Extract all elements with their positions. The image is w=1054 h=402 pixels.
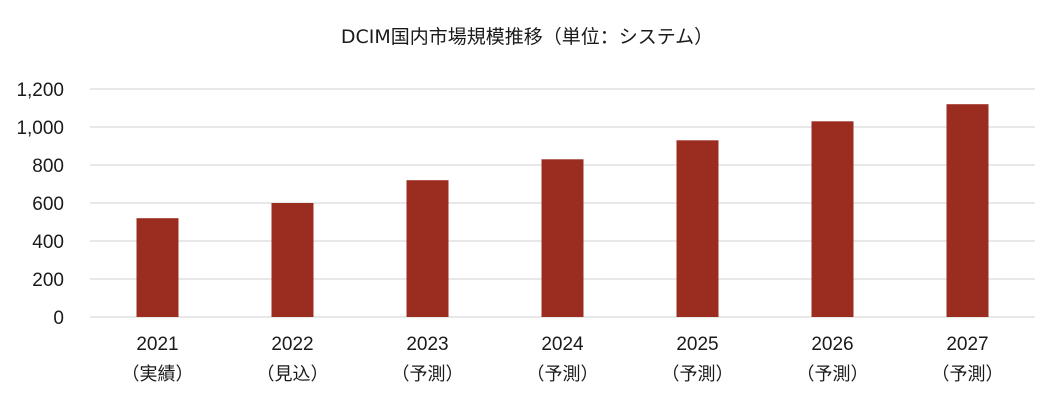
y-tick-label: 600 [32,194,64,215]
y-tick-label: 400 [32,232,64,253]
bar [136,218,179,317]
x-tick-label: 2024 [541,334,584,355]
bar [811,121,854,317]
x-tick-label: 2026 [811,334,853,355]
x-tick-sublabel: （予測） [527,364,599,385]
y-tick-label: 800 [32,156,64,177]
bar [271,203,314,317]
x-tick-sublabel: （予測） [932,364,1004,385]
y-axis-ticks: 0 200 400 600 800 1,000 1,200 [16,80,64,329]
x-tick-sublabel: （予測） [797,364,869,385]
y-tick-label: 200 [32,270,64,291]
x-tick-label: 2022 [271,334,313,355]
x-tick-sublabel: （見込） [257,364,329,385]
x-tick-label: 2025 [676,334,718,355]
x-tick-sublabel: （予測） [392,364,464,385]
chart-title: DCIM国内市場規模推移（単位：システム） [341,26,713,48]
bar [676,140,719,317]
x-tick-sublabel: （予測） [662,364,734,385]
x-tick-label: 2023 [406,334,448,355]
x-axis-ticks: 2021 （実績） 2022 （見込） 2023 （予測） 2024 （予測） 2025 （予測）… [122,334,1004,385]
x-tick-sublabel: （実績） [122,364,194,385]
bar [406,180,449,317]
y-tick-label: 1,000 [16,118,64,139]
bar [541,159,584,317]
x-tick-label: 2021 [136,334,178,355]
bars [136,104,989,317]
y-tick-label: 0 [53,308,64,329]
bar [946,104,989,317]
x-tick-label: 2027 [946,334,988,355]
y-tick-label: 1,200 [16,80,64,101]
